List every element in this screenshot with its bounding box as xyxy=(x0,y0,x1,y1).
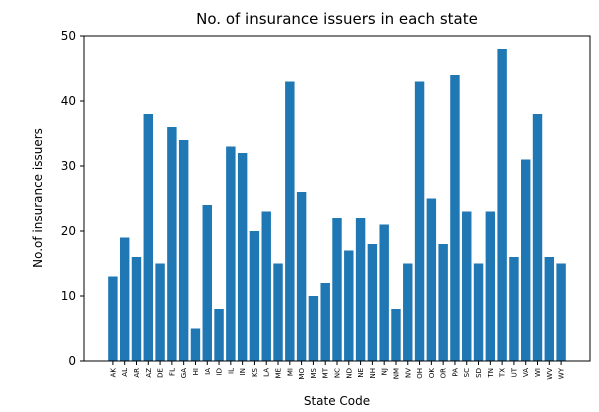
bar-nv xyxy=(403,263,413,361)
y-tick-label: 30 xyxy=(61,159,76,173)
bar-nj xyxy=(379,224,389,361)
x-tick-label-ks: KS xyxy=(251,367,259,377)
y-tick-label: 20 xyxy=(61,224,76,238)
bar-ks xyxy=(249,231,260,361)
bar-tn xyxy=(485,211,496,361)
bar-ms xyxy=(308,296,319,361)
bar-mi xyxy=(285,81,295,361)
x-tick-label-ga: GA xyxy=(180,368,188,378)
bar-mo xyxy=(296,192,307,361)
bar-or xyxy=(438,244,448,361)
x-tick-label-va: VA xyxy=(522,368,530,377)
x-tick-label-al: AL xyxy=(121,368,129,377)
bar-in xyxy=(237,153,248,361)
x-tick-label-fl: FL xyxy=(168,368,176,376)
x-tick-label-wv: WV xyxy=(546,368,554,380)
bar-wi xyxy=(532,114,543,361)
x-tick-label-tn: TN xyxy=(487,368,495,379)
x-tick-label-pa: PA xyxy=(451,368,459,377)
chart-title: No. of insurance issuers in each state xyxy=(196,10,478,28)
y-tick-label: 40 xyxy=(61,94,76,108)
bar-tx xyxy=(497,49,507,361)
y-tick-label: 10 xyxy=(61,289,76,303)
bar-wv xyxy=(544,257,555,361)
bar-id xyxy=(214,309,224,361)
bar-ga xyxy=(178,140,189,361)
x-tick-label-nm: NM xyxy=(392,368,400,379)
x-tick-label-ms: MS xyxy=(310,367,318,378)
x-tick-label-az: AZ xyxy=(145,368,153,378)
x-tick-label-il: IL xyxy=(227,368,235,374)
bar-az xyxy=(143,114,153,361)
bar-mt xyxy=(320,283,330,361)
x-tick-label-ok: OK xyxy=(428,368,436,379)
bar-ia xyxy=(202,205,212,361)
x-tick-label-ar: AR xyxy=(133,368,141,378)
x-tick-label-in: IN xyxy=(239,368,247,375)
x-tick-label-mi: MI xyxy=(286,368,294,376)
bar-pa xyxy=(450,75,460,361)
x-tick-label-nd: ND xyxy=(345,368,353,379)
bar-il xyxy=(226,146,236,361)
bar-fl xyxy=(167,127,177,361)
x-tick-label-tx: TX xyxy=(499,368,507,378)
x-tick-label-ne: NE xyxy=(357,368,365,378)
bar-nh xyxy=(367,244,378,361)
bar-al xyxy=(119,237,130,361)
y-axis: 0 10 20 30 40 50 xyxy=(61,29,84,368)
x-tick-label-wi: WI xyxy=(534,368,542,377)
x-tick-label-sc: SC xyxy=(463,368,471,377)
x-axis: AK AL AR AZ DE FL GA HI IA ID IL IN KS LA ME MI MO MS MT NC… xyxy=(109,361,566,380)
bar-nd xyxy=(344,250,354,361)
bar-oh xyxy=(414,81,425,361)
x-tick-label-la: LA xyxy=(263,368,271,377)
x-tick-label-ia: IA xyxy=(204,368,212,375)
x-tick-label-me: ME xyxy=(275,368,283,378)
bar-nc xyxy=(332,218,342,361)
x-tick-label-de: DE xyxy=(157,368,165,378)
bar-ut xyxy=(509,257,519,361)
bar-ok xyxy=(426,198,437,361)
bar-ne xyxy=(355,218,366,361)
bar-la xyxy=(261,211,271,361)
bar-ar xyxy=(131,257,142,361)
bar-hi xyxy=(190,328,201,361)
x-tick-label-nj: NJ xyxy=(381,368,389,375)
y-tick-label: 0 xyxy=(68,354,76,368)
bar-va xyxy=(521,159,531,361)
bar-wy xyxy=(556,263,566,361)
bar-sd xyxy=(473,263,484,361)
x-tick-label-ak: AK xyxy=(109,368,117,378)
x-tick-label-id: ID xyxy=(216,368,224,375)
bars-group xyxy=(108,49,566,361)
x-tick-label-nc: NC xyxy=(334,368,342,378)
y-axis-label: No.of insurance issuers xyxy=(31,128,45,268)
x-tick-label-sd: SD xyxy=(475,368,483,378)
x-tick-label-hi: HI xyxy=(192,368,200,375)
bar-de xyxy=(155,263,165,361)
x-tick-label-ut: UT xyxy=(510,367,518,377)
y-tick-label: 50 xyxy=(61,29,76,43)
x-tick-label-nv: NV xyxy=(404,368,412,378)
x-tick-label-wy: WY xyxy=(558,367,566,379)
x-axis-label: State Code xyxy=(304,394,370,408)
bar-nm xyxy=(391,309,401,361)
x-tick-label-oh: OH xyxy=(416,368,424,379)
x-tick-label-or: OR xyxy=(440,368,448,379)
bar-sc xyxy=(462,211,472,361)
x-tick-label-mt: MT xyxy=(322,367,330,378)
bar-ak xyxy=(108,276,118,361)
x-tick-label-nh: NH xyxy=(369,368,377,379)
x-tick-label-mo: MO xyxy=(298,368,306,380)
bar-me xyxy=(273,263,283,361)
